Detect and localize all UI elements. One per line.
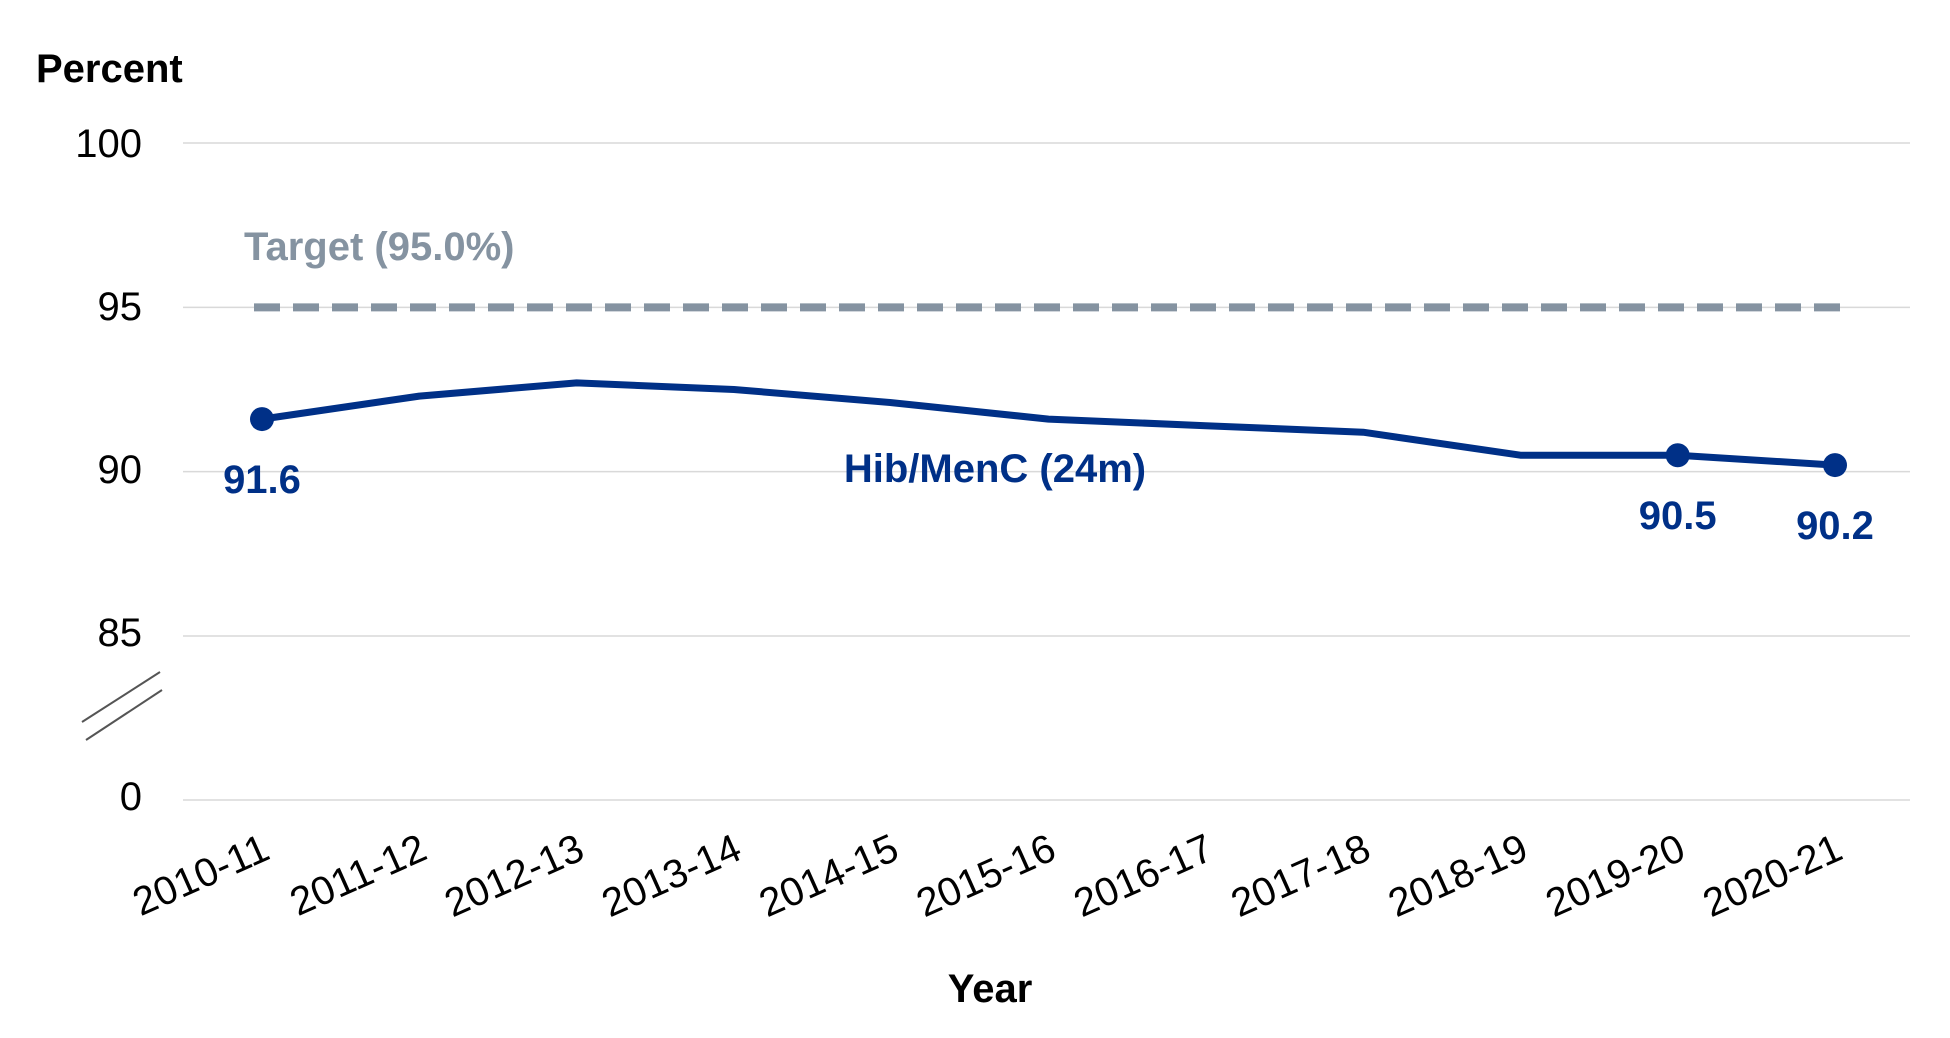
x-tick-labels: 2010-11 2011-12 2012-13 2013-14 2014-15 2015-… <box>126 826 1848 926</box>
data-label: 91.6 <box>223 458 301 502</box>
x-tick-label: 2012-13 <box>438 826 590 926</box>
series-label: Hib/MenC (24m) <box>844 447 1146 491</box>
x-tick-label: 2016-17 <box>1067 826 1219 926</box>
x-axis-title: Year <box>948 967 1033 1011</box>
x-tick-label: 2020-21 <box>1697 826 1849 926</box>
data-label: 90.5 <box>1639 494 1717 538</box>
target-label: Target (95.0%) <box>244 225 514 269</box>
data-label: 90.2 <box>1796 504 1874 548</box>
y-tick-label: 95 <box>98 285 143 329</box>
data-point-marker <box>250 407 274 432</box>
target-line-group: Target (95.0%) <box>244 225 1843 312</box>
y-tick-label: 90 <box>98 448 143 492</box>
y-tick-label: 100 <box>75 122 142 166</box>
x-tick-label: 2014-15 <box>753 826 905 926</box>
data-point-marker <box>1823 453 1847 478</box>
x-tick-label: 2015-16 <box>910 826 1062 926</box>
x-tick-label: 2010-11 <box>126 826 275 925</box>
y-axis-title: Percent <box>36 47 183 91</box>
data-labels: 91.6 90.5 90.2 <box>223 458 1874 548</box>
data-point-marker <box>1665 443 1690 468</box>
x-tick-label: 2019-20 <box>1539 826 1691 926</box>
y-tick-label: 0 <box>120 775 142 819</box>
x-tick-label: 2013-14 <box>596 826 748 926</box>
series-line <box>261 379 1836 469</box>
axis-break-marker <box>81 671 163 741</box>
y-tick-label: 85 <box>98 611 143 655</box>
series-hib-menc: Hib/MenC (24m) <box>261 379 1836 491</box>
x-tick-label: 2017-18 <box>1225 826 1377 926</box>
x-tick-label: 2011-12 <box>284 826 433 925</box>
y-tick-labels: 0 85 90 95 100 <box>75 122 142 819</box>
data-markers <box>250 407 1847 478</box>
x-tick-label: 2018-19 <box>1382 826 1534 926</box>
